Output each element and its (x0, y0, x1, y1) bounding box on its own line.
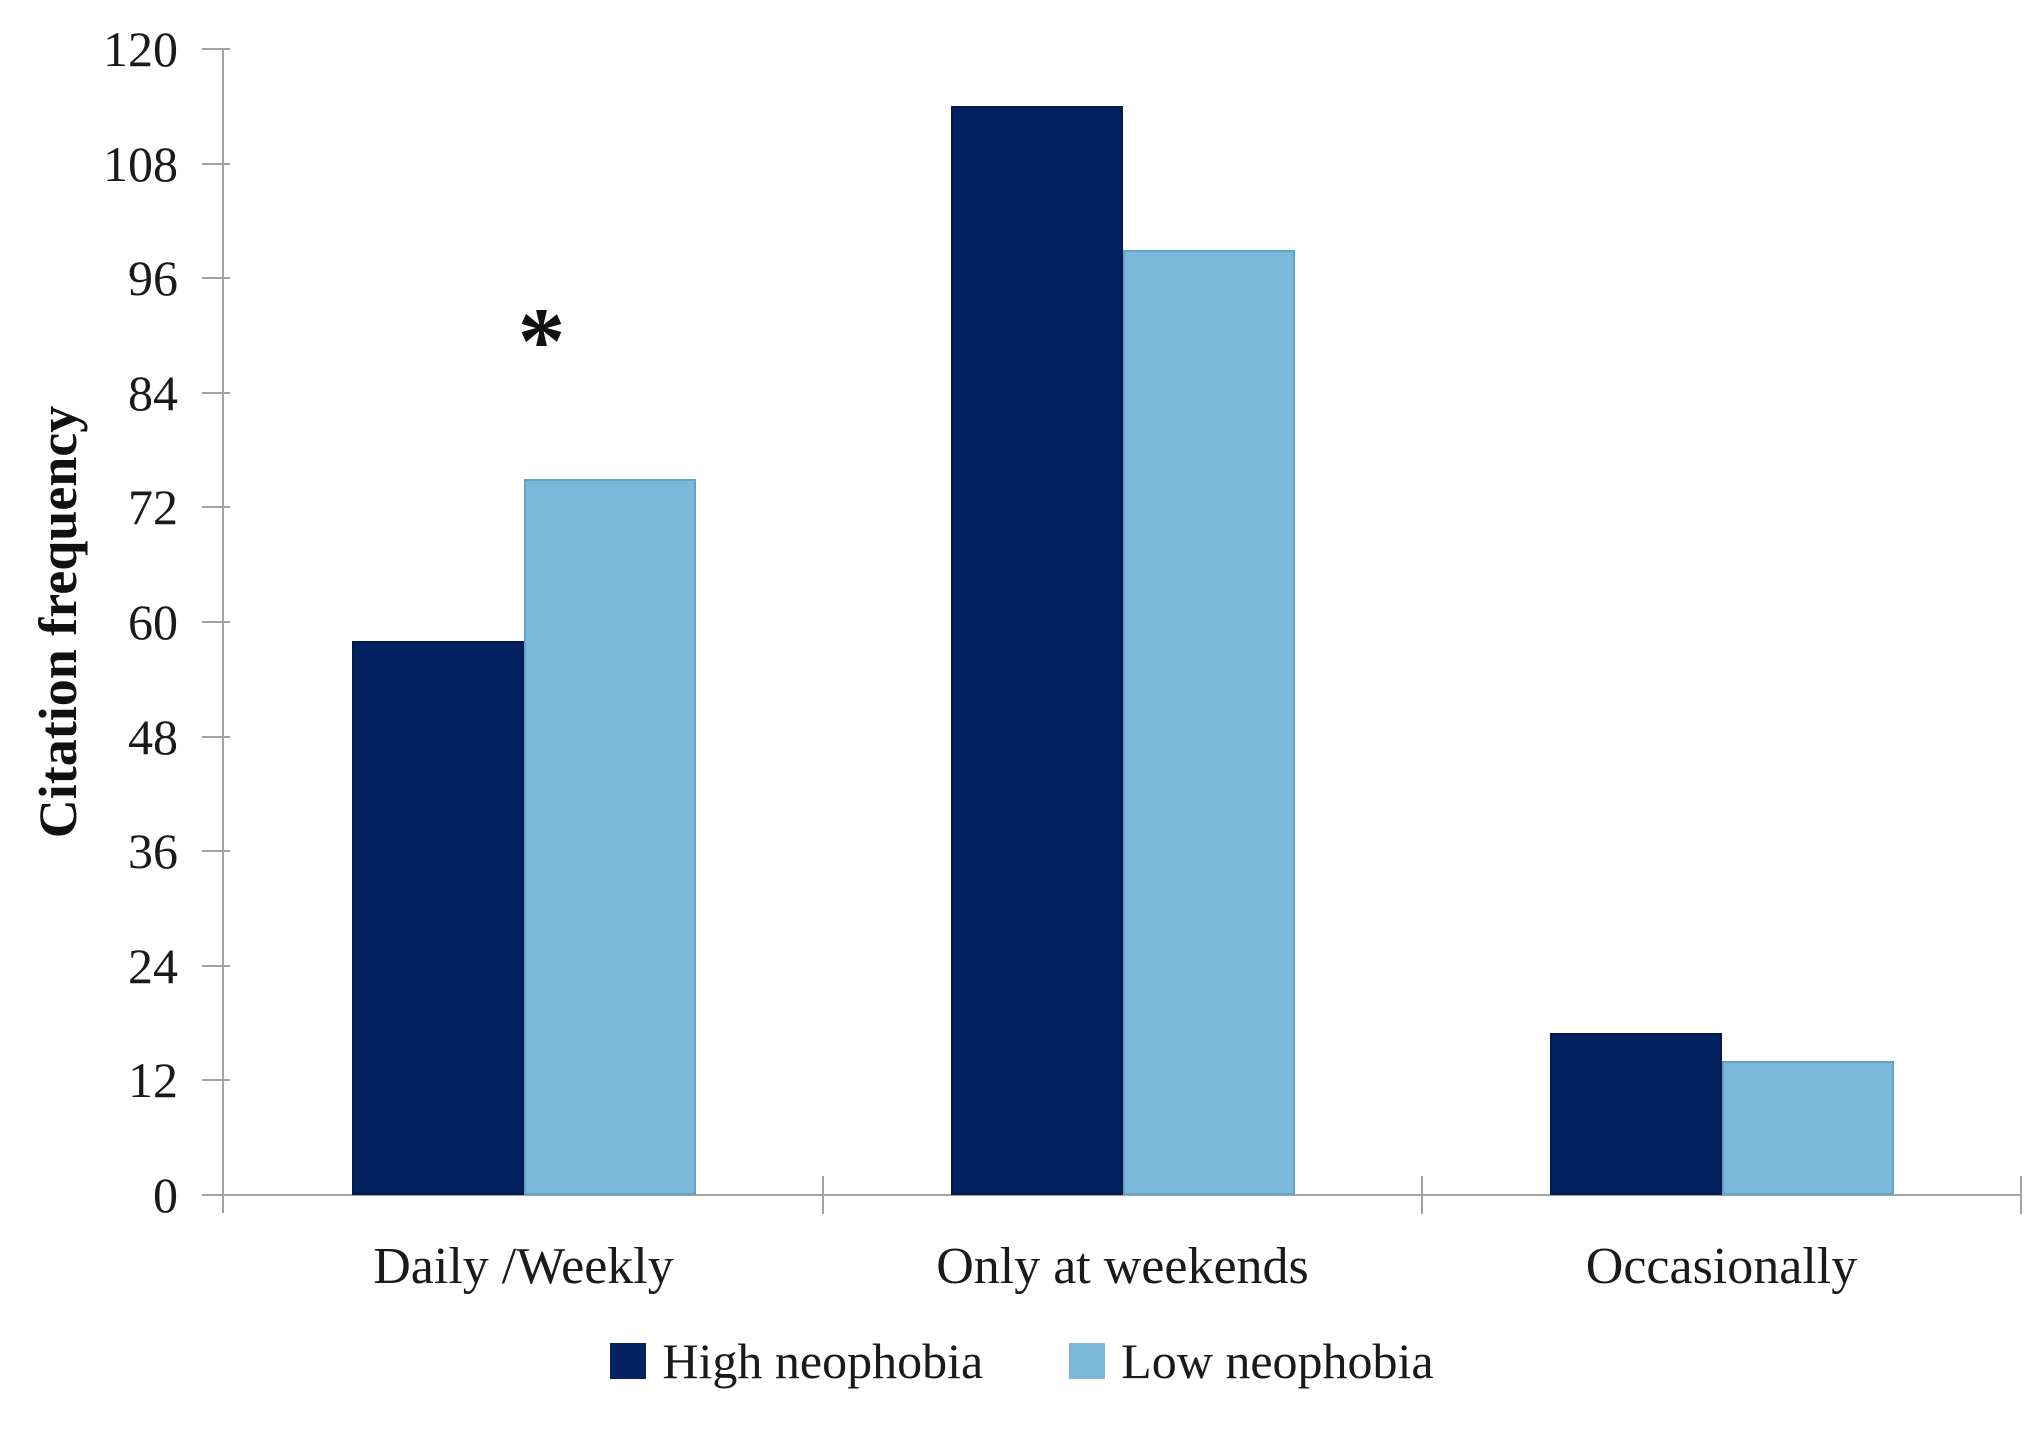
legend-label: High neophobia (662, 1333, 984, 1389)
y-tick (202, 277, 230, 280)
y-tick (202, 850, 230, 853)
legend-item-low-neophobia: Low neophobia (1069, 1332, 1434, 1390)
y-tick-label: 84 (128, 364, 178, 421)
x-category-label: Occasionally (1585, 1238, 1858, 1295)
y-tick (202, 621, 230, 623)
y-tick-label: 96 (128, 250, 178, 307)
y-tick (202, 506, 230, 509)
y-tick-label: 48 (128, 708, 178, 765)
x-axis-line (222, 1194, 2021, 1196)
legend-swatch-icon (610, 1343, 647, 1379)
y-tick (202, 1079, 230, 1082)
bar-low-neophobia (523, 478, 696, 1195)
y-tick (202, 391, 230, 394)
y-tick-label: 12 (128, 1052, 178, 1109)
y-tick-label: 60 (128, 594, 178, 650)
y-tick-label: 72 (128, 479, 178, 536)
bar-high-neophobia (1549, 1032, 1722, 1195)
legend-swatch-icon (1069, 1343, 1106, 1379)
y-tick (202, 1194, 230, 1196)
x-tick (2020, 1176, 2022, 1214)
x-tick (1421, 1176, 1423, 1214)
bar-low-neophobia (1122, 249, 1295, 1195)
y-tick-label: 120 (103, 21, 178, 77)
y-tick (202, 964, 230, 967)
bar-high-neophobia (351, 641, 524, 1195)
y-tick-label: 108 (103, 135, 178, 192)
bar-low-neophobia (1721, 1061, 1894, 1195)
y-tick-label: 24 (128, 937, 178, 994)
legend-item-high-neophobia: High neophobia (610, 1332, 983, 1390)
y-tick (202, 162, 230, 165)
significance-asterisk: * (517, 287, 566, 394)
legend: High neophobia Low neophobia (0, 1332, 2044, 1390)
bar-high-neophobia (950, 106, 1123, 1195)
x-category-label: Daily /Weekly (373, 1238, 674, 1295)
y-tick-label: 36 (128, 823, 178, 880)
y-tick (202, 735, 230, 738)
legend-label: Low neophobia (1121, 1333, 1434, 1389)
x-category-label: Only at weekends (936, 1238, 1309, 1295)
y-axis-line (222, 49, 224, 1213)
y-tick-label: 0 (153, 1167, 178, 1223)
x-tick (822, 1176, 824, 1214)
y-tick (202, 48, 230, 50)
